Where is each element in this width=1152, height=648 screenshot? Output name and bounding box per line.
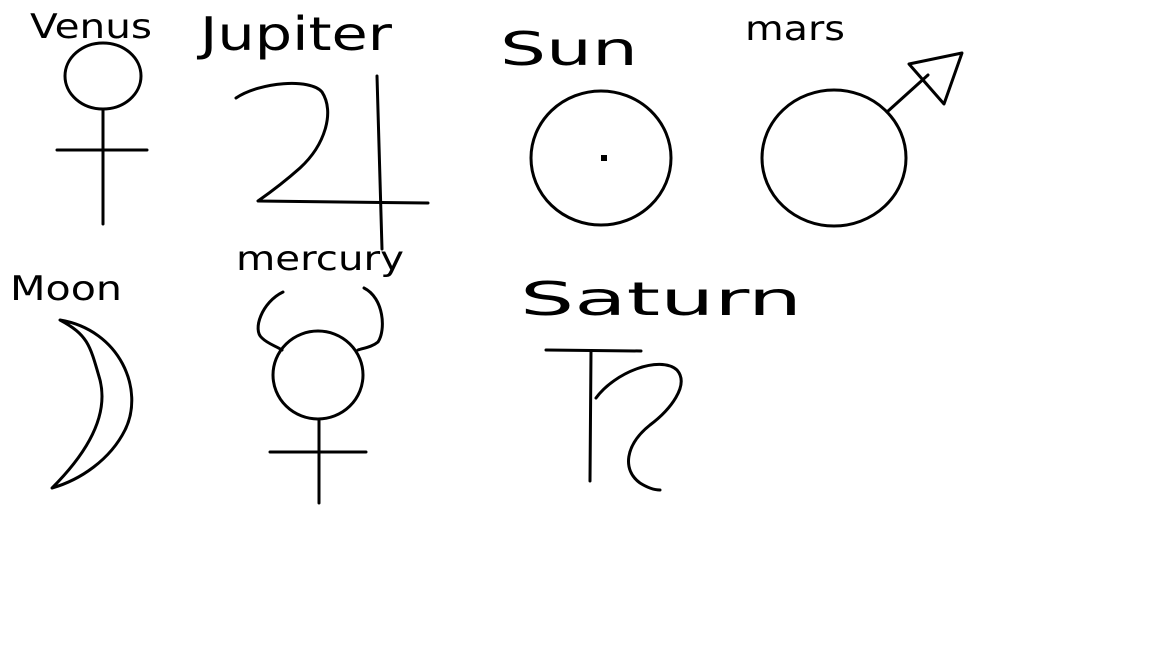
mercury-symbol-icon	[256, 286, 384, 505]
saturn-symbol-icon	[544, 348, 683, 492]
jupiter-label: Jupiter	[196, 7, 392, 61]
saturn-group: Saturn	[520, 272, 802, 492]
mercury-group: mercury	[236, 239, 404, 505]
mars-symbol-icon	[760, 51, 964, 228]
moon-group: Moon	[10, 269, 134, 490]
jupiter-group: Jupiter	[196, 7, 430, 251]
venus-label: Venus	[30, 7, 152, 47]
sun-symbol-icon	[529, 89, 673, 227]
mercury-label: mercury	[236, 239, 404, 279]
mars-label: mars	[745, 9, 845, 49]
mars-group: mars	[745, 9, 964, 228]
sun-label: Sun	[500, 22, 638, 76]
venus-symbol-icon	[55, 41, 149, 226]
jupiter-symbol-icon	[234, 74, 430, 251]
moon-label: Moon	[10, 269, 122, 309]
venus-group: Venus	[30, 7, 152, 226]
saturn-label: Saturn	[520, 272, 802, 326]
moon-symbol-icon	[50, 318, 134, 490]
sun-group: Sun	[500, 22, 673, 227]
